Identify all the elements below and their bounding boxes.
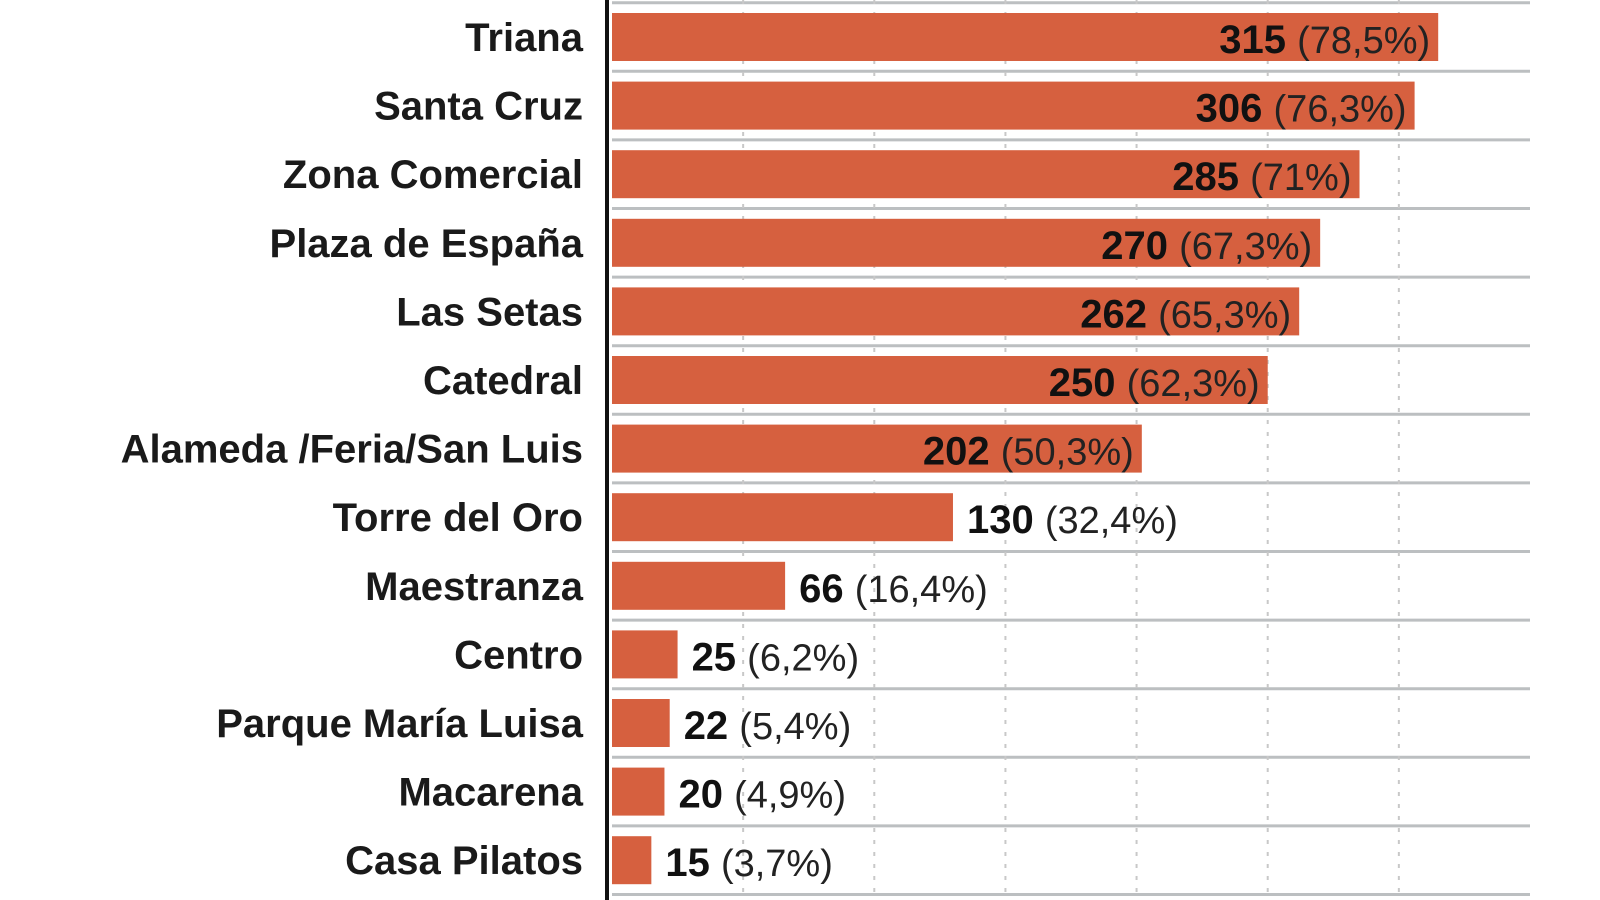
bar-12 — [612, 836, 652, 885]
data-label: 250 (62,3%) — [1049, 361, 1260, 405]
category-label: Catedral — [423, 359, 583, 403]
percent-label: (3,7%) — [721, 843, 833, 885]
percent-label: (62,3%) — [1127, 363, 1260, 405]
data-label: 15 (3,7%) — [665, 841, 833, 885]
data-label: 270 (67,3%) — [1101, 224, 1312, 268]
data-label: 306 (76,3%) — [1196, 87, 1407, 131]
bar-11 — [612, 767, 665, 816]
percent-label: (65,3%) — [1158, 294, 1291, 336]
bar-7 — [612, 493, 953, 542]
bar-10 — [612, 699, 670, 747]
category-label: Casa Pilatos — [345, 839, 583, 883]
category-label: Maestranza — [365, 565, 584, 609]
data-label: 20 (4,9%) — [678, 773, 846, 817]
value-label: 285 — [1172, 155, 1250, 199]
category-label: Parque María Luisa — [216, 702, 584, 746]
percent-label: (6,2%) — [747, 637, 859, 679]
percent-label: (5,4%) — [739, 706, 851, 748]
bar-4 — [612, 287, 1300, 336]
category-label: Plaza de España — [270, 222, 584, 266]
bar-3 — [612, 218, 1321, 267]
value-label: 202 — [923, 430, 1001, 474]
bar-0 — [612, 13, 1439, 61]
category-label: Centro — [454, 633, 583, 677]
value-label: 315 — [1219, 18, 1297, 62]
category-label: Zona Comercial — [283, 153, 583, 197]
bar-6 — [612, 424, 1142, 473]
percent-label: (71%) — [1250, 157, 1351, 199]
value-label: 262 — [1080, 292, 1158, 336]
value-label: 25 — [692, 635, 748, 679]
percent-label: (32,4%) — [1045, 500, 1178, 542]
data-label: 66 (16,4%) — [799, 567, 988, 611]
percent-label: (76,3%) — [1274, 89, 1407, 131]
category-label: Las Setas — [396, 290, 583, 334]
data-label: 130 (32,4%) — [967, 498, 1178, 542]
data-label: 202 (50,3%) — [923, 430, 1134, 474]
value-label: 270 — [1101, 224, 1179, 268]
category-label: Torre del Oro — [333, 496, 583, 540]
bar-1 — [612, 81, 1415, 130]
bar-2 — [612, 150, 1360, 199]
bar-5 — [612, 356, 1268, 404]
data-label: 315 (78,5%) — [1219, 18, 1430, 62]
percent-label: (78,5%) — [1297, 20, 1430, 62]
percent-label: (50,3%) — [1001, 432, 1134, 474]
value-label: 130 — [967, 498, 1045, 542]
bar-8 — [612, 561, 786, 610]
bar-9 — [612, 630, 678, 679]
data-label: 285 (71%) — [1172, 155, 1351, 199]
percent-label: (4,9%) — [734, 775, 846, 817]
value-label: 250 — [1049, 361, 1127, 405]
data-label: 22 (5,4%) — [684, 704, 852, 748]
percent-label: (16,4%) — [855, 569, 988, 611]
value-label: 306 — [1196, 87, 1274, 131]
value-label: 22 — [684, 704, 740, 748]
value-label: 20 — [678, 773, 734, 817]
value-label: 15 — [665, 841, 721, 885]
percent-label: (67,3%) — [1179, 226, 1312, 268]
category-label: Alameda /Feria/San Luis — [121, 428, 583, 472]
category-label: Macarena — [398, 771, 583, 815]
category-label: Santa Cruz — [374, 85, 583, 129]
data-label: 262 (65,3%) — [1080, 292, 1291, 336]
value-label: 66 — [799, 567, 855, 611]
category-label: Triana — [465, 16, 584, 60]
data-label: 25 (6,2%) — [692, 635, 860, 679]
